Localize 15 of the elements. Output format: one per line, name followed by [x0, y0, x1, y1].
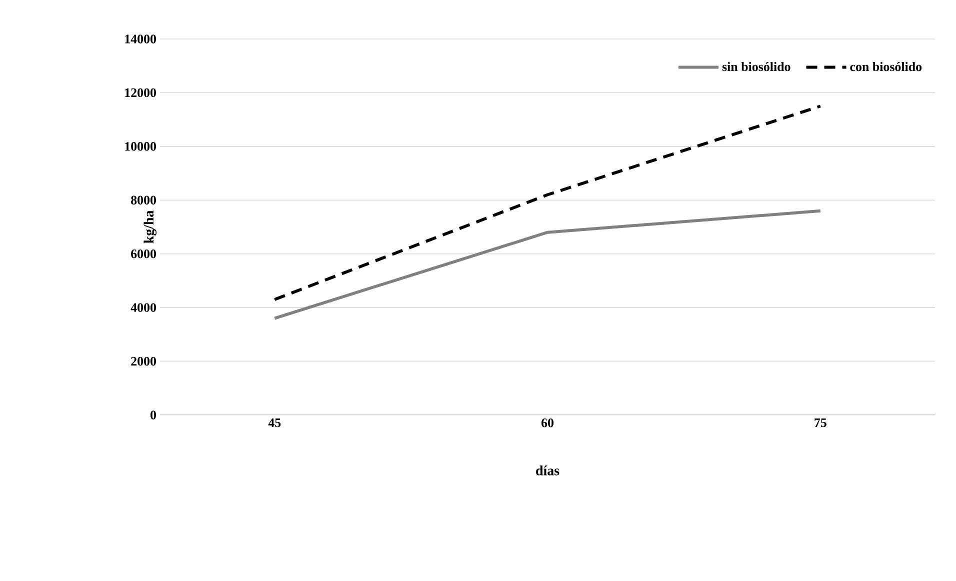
x-tick-label: 45	[268, 418, 281, 428]
legend-label: sin biosólido	[722, 62, 790, 72]
y-tick-label: 0	[150, 410, 156, 420]
y-tick-label: 6000	[131, 249, 156, 258]
y-tick-label: 2000	[131, 356, 156, 366]
x-tick-label: 75	[814, 418, 826, 428]
legend-label: con biosólido	[850, 62, 922, 72]
x-axis-title: días	[536, 466, 560, 476]
y-tick-label: 14000	[125, 34, 156, 44]
y-axis-title: kg/ha	[144, 210, 156, 244]
y-tick-label: 12000	[125, 88, 156, 98]
y-tick-label: 10000	[125, 142, 156, 151]
x-tick-label: 60	[541, 418, 554, 428]
y-tick-label: 8000	[131, 196, 156, 204]
y-tick-label: 4000	[130, 303, 156, 312]
